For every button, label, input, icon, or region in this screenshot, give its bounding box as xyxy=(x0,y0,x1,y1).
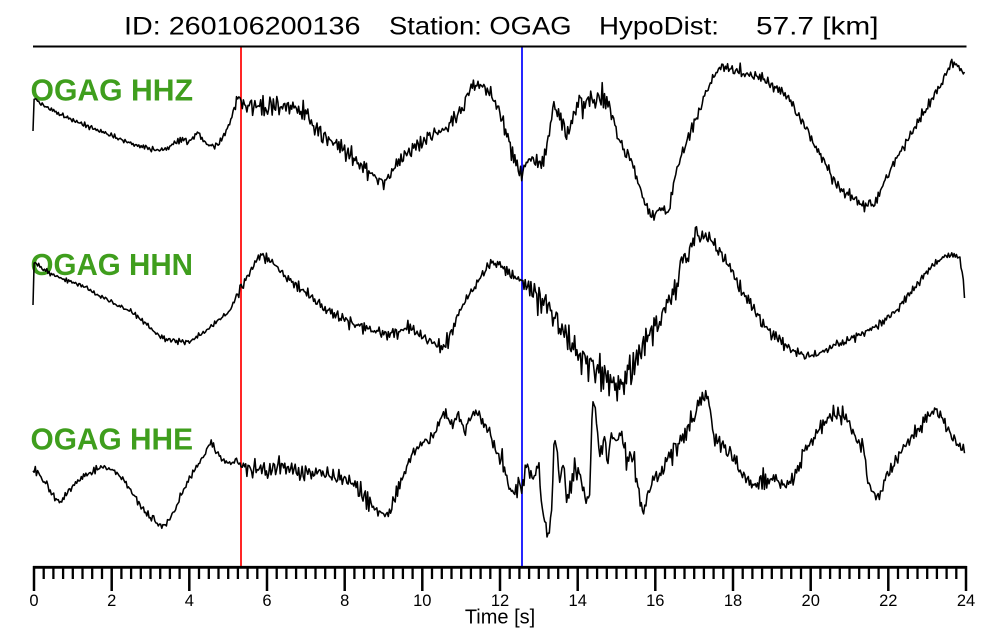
svg-text:10: 10 xyxy=(413,592,431,610)
svg-text:HypoDist:: HypoDist: xyxy=(599,13,719,41)
svg-text:8: 8 xyxy=(340,592,349,610)
svg-text:18: 18 xyxy=(724,592,742,610)
svg-text:20: 20 xyxy=(802,592,820,610)
svg-text:57.7 [km]: 57.7 [km] xyxy=(756,13,879,41)
svg-text:14: 14 xyxy=(569,592,587,610)
svg-text:4: 4 xyxy=(185,592,194,610)
svg-text:Time [s]: Time [s] xyxy=(465,607,535,629)
svg-text:12: 12 xyxy=(491,592,509,610)
svg-text:16: 16 xyxy=(646,592,664,610)
svg-text:OGAG HHE: OGAG HHE xyxy=(31,422,194,457)
svg-text:Station: OGAG: Station: OGAG xyxy=(389,13,572,41)
svg-text:0: 0 xyxy=(29,592,38,610)
svg-text:OGAG HHZ: OGAG HHZ xyxy=(31,73,194,108)
svg-text:24: 24 xyxy=(957,592,975,610)
svg-text:2: 2 xyxy=(107,592,116,610)
svg-text:6: 6 xyxy=(262,592,271,610)
svg-text:ID: 260106200136: ID: 260106200136 xyxy=(124,13,361,41)
svg-text:22: 22 xyxy=(879,592,897,610)
